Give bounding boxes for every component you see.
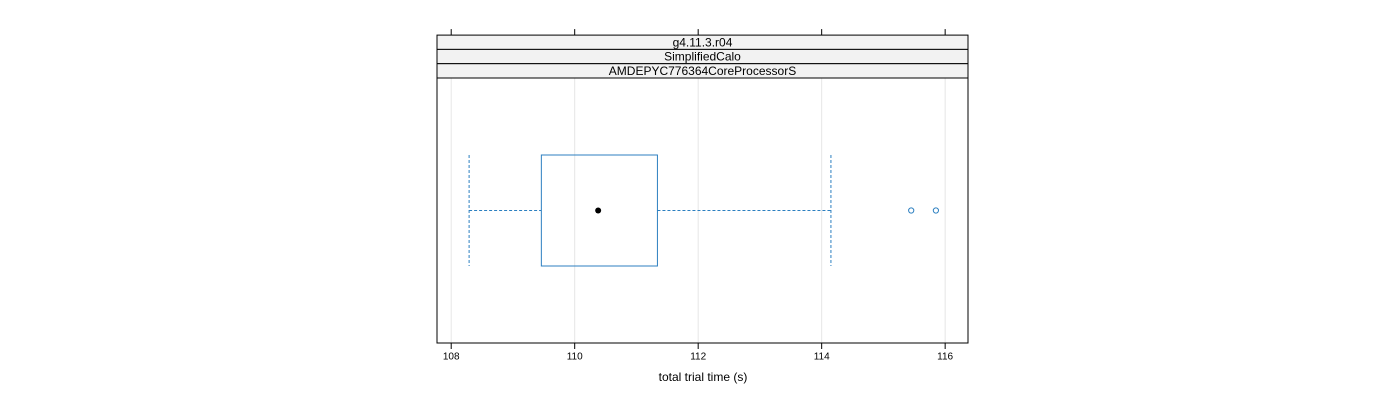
strip-label: g4.11.3.r04 xyxy=(673,35,733,49)
strip-label: SimplifiedCalo xyxy=(664,50,741,64)
outlier xyxy=(932,207,939,214)
median xyxy=(595,207,602,214)
strip-label: AMDEPYC776364CoreProcessorS xyxy=(609,64,796,78)
x-tick-label: 112 xyxy=(690,352,706,363)
x-tick-label: 108 xyxy=(443,352,460,363)
x-tick-label: 110 xyxy=(567,352,583,363)
x-axis-label: total trial time (s) xyxy=(659,370,748,384)
x-tick-label: 116 xyxy=(937,352,953,363)
box xyxy=(540,154,658,267)
panel xyxy=(436,77,969,344)
x-tick-label: 114 xyxy=(814,352,830,363)
outlier xyxy=(908,207,915,214)
